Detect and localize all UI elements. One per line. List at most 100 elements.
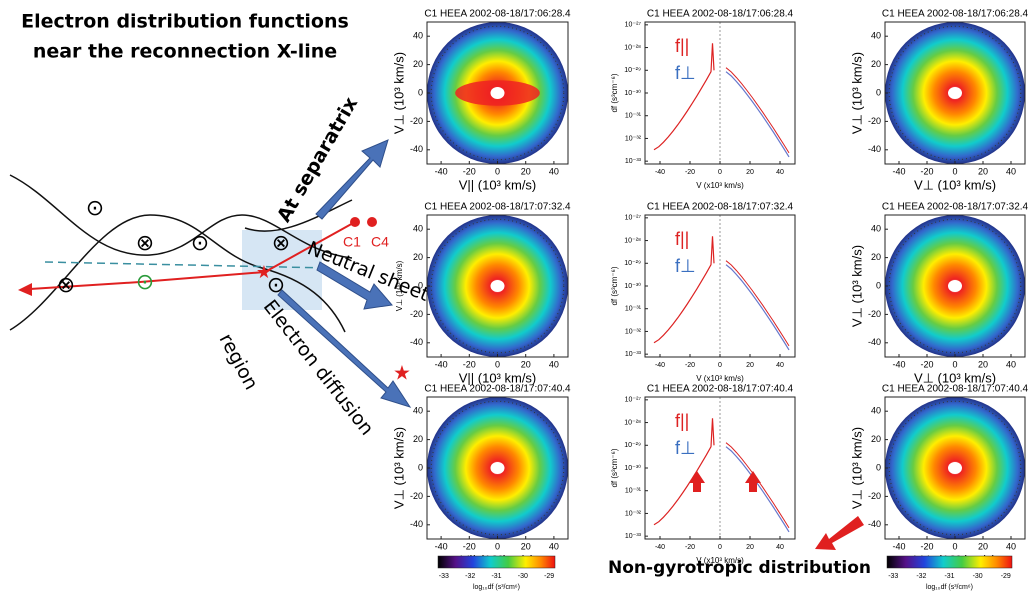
y-tick-label: 10⁻³³ [625, 533, 642, 540]
legend-label: f⊥ [675, 438, 696, 458]
y-tick-label: 20 [871, 252, 881, 262]
y-axis-label: V⊥ (10³ km/s) [849, 52, 864, 134]
panel-title: C1 HEEA 2002-08-18/17:06:28.4 [647, 9, 794, 20]
field-line [244, 199, 353, 232]
block-arrow [315, 139, 389, 220]
x-tick-label: -20 [685, 544, 695, 551]
panel-title: C1 HEEA 2002-08-18/17:07:32.4 [882, 202, 1029, 213]
y-tick-label: -20 [868, 491, 881, 501]
x-tick-label: 40 [1006, 166, 1016, 176]
y-tick-label: -20 [868, 309, 881, 319]
panel: C1 HEEA 2002-08-18/17:07:32.4 f|| f⊥ 10⁻²⁷ 1… [610, 202, 796, 383]
star: ★ [256, 262, 272, 283]
dashed-line [44, 261, 331, 269]
x-tick-label: -40 [655, 544, 665, 551]
colorbar-tick: -33 [888, 573, 898, 580]
y-axis-label: df (s³cm⁻⁶) [610, 266, 619, 305]
x-axis-label: V|| (10³ km/s) [459, 370, 537, 385]
x-tick-label: 40 [549, 166, 559, 176]
distribution-image [885, 215, 1025, 357]
x-tick-label: 20 [521, 166, 531, 176]
y-tick-label: 10⁻²⁹ [624, 67, 641, 74]
y-tick-label: -40 [410, 519, 423, 529]
y-tick-label: 0 [418, 280, 423, 290]
x-axis-label: V⊥ (10³ km/s) [914, 177, 996, 192]
distribution-image [427, 215, 568, 357]
x-tick-label: -40 [435, 359, 448, 369]
y-axis-label: V⊥ (10³ km/s) [395, 260, 404, 311]
panel: C1 HEEA 2002-08-18/17:06:28.4 f|| f⊥ 10⁻²⁷ 1… [610, 9, 796, 190]
distribution-image [885, 22, 1025, 164]
range-circle [888, 218, 1022, 354]
y-tick-label: -40 [868, 144, 881, 154]
x-tick-label: 40 [549, 359, 559, 369]
panel: C1 HEEA 2002-08-18/17:07:40.4 40 20 0 -20 -40… [849, 384, 1028, 568]
legend-label: f|| [675, 411, 689, 431]
cut-perpendicular [725, 71, 790, 158]
colorbar-tick: -32 [916, 573, 926, 580]
x-tick-label: -20 [920, 359, 933, 369]
colorbar-gradient [886, 555, 1013, 569]
spacecraft-label: C1 [343, 234, 361, 250]
y-tick-label: 0 [418, 87, 423, 97]
block-arrow [316, 261, 393, 310]
x-tick-label: -40 [892, 359, 905, 369]
y-tick-label: -40 [868, 519, 881, 529]
y-axis-label: V⊥ (10³ km/s) [849, 427, 864, 509]
colorbar-tick: -33 [439, 573, 449, 580]
y-tick-label: 10⁻³² [625, 510, 642, 517]
y-tick-label: 40 [871, 224, 881, 234]
distribution-center [490, 280, 505, 292]
x-tick-label: -40 [655, 362, 665, 369]
colorbar-tick: -30 [973, 573, 983, 580]
distribution-center [948, 87, 962, 99]
panel-title: C1 HEEA 2002-08-18/17:06:28.4 [424, 9, 571, 20]
trajectory [29, 221, 356, 290]
x-tick-label: -20 [463, 166, 476, 176]
y-tick-label: 40 [871, 31, 881, 41]
x-tick-label: 0 [718, 169, 722, 176]
panel: C1 HEEA 2002-08-18/17:07:32.4 40 20 0 -20 -40… [849, 202, 1028, 386]
x-tick-label: 20 [978, 166, 988, 176]
field-line [9, 214, 346, 333]
legend-label: f⊥ [675, 63, 696, 83]
x-tick-label: 0 [952, 541, 957, 551]
cross-symbol: ⊗ [136, 231, 154, 256]
marker-arrow [745, 471, 761, 492]
distribution-image [885, 397, 1025, 539]
x-tick-label: -40 [892, 166, 905, 176]
x-tick-label: 20 [978, 359, 988, 369]
x-tick-label: 20 [746, 544, 754, 551]
legend-label: f⊥ [675, 256, 696, 276]
range-circle [888, 400, 1022, 536]
panel: C1 HEEA 2002-08-18/17:06:28.4 40 20 0 -20 -40… [391, 9, 571, 193]
y-tick-label: 10⁻²⁸ [624, 237, 641, 244]
dot-symbol: ⊙ [86, 196, 104, 221]
x-tick-label: 40 [776, 169, 784, 176]
y-tick-label: 10⁻²⁷ [625, 22, 642, 29]
cross-symbol: ⊗ [57, 273, 75, 298]
range-circle [430, 400, 565, 536]
x-tick-label: 40 [776, 544, 784, 551]
y-tick-label: 20 [413, 434, 423, 444]
y-tick-label: -40 [410, 144, 423, 154]
panel-title: C1 HEEA 2002-08-18/17:07:40.4 [424, 384, 571, 395]
y-tick-label: 10⁻³¹ [625, 488, 642, 495]
y-tick-label: 10⁻³⁰ [624, 282, 641, 290]
y-axis-label: V⊥ (10³ km/s) [391, 52, 406, 134]
cut-parallel [725, 67, 790, 154]
panel: C1 HEEA 2002-08-18/17:06:28.4 40 20 0 -20 -40… [849, 9, 1028, 193]
distribution-center [490, 87, 505, 99]
colorbar: -33 -32 -31 -30 -29 log₁₀df (s³/cm⁶) [886, 555, 1013, 591]
colorbar-tick: -32 [465, 573, 475, 580]
spacecraft-dot [350, 217, 360, 227]
colorbar-tick: -30 [518, 573, 528, 580]
x-tick-label: 20 [521, 541, 531, 551]
distribution-center [948, 462, 962, 474]
x-tick-label: 0 [495, 541, 500, 551]
spacecraft-label: C4 [371, 234, 389, 250]
x-tick-label: 20 [521, 359, 531, 369]
range-circle [888, 25, 1022, 161]
x-axis-label: V⊥ (10³ km/s) [914, 370, 996, 385]
panel-title: C1 HEEA 2002-08-18/17:07:40.4 [647, 384, 794, 395]
